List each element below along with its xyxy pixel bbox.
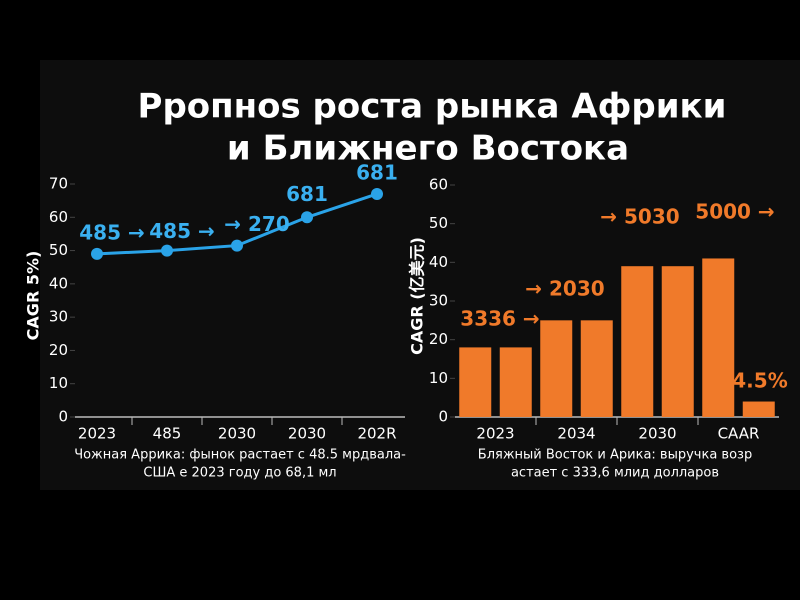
- x-tick-label: 2030: [638, 425, 676, 443]
- y-tick-label: 60: [429, 176, 448, 194]
- annotation: → 270: [224, 212, 289, 236]
- bar: [621, 266, 654, 417]
- x-tick-label: 2030: [288, 425, 326, 443]
- y-tick-label: 50: [429, 214, 448, 232]
- y-tick-label: 70: [49, 175, 68, 193]
- y-tick-label: 10: [49, 374, 68, 392]
- x-tick-label: 2023: [476, 425, 514, 443]
- y-tick-label: 60: [49, 208, 68, 226]
- x-tick-label: 2023: [78, 425, 116, 443]
- caption: Бляжный Восток и Арика: выручка возр: [478, 448, 752, 463]
- point: [371, 187, 383, 200]
- point: [91, 247, 103, 260]
- x-tick-label: CAAR: [718, 425, 760, 443]
- caption: США е 2023 году до 68,1 мл: [143, 466, 336, 481]
- annotation: 485 →: [149, 219, 214, 243]
- bar: [540, 320, 573, 417]
- title-line: и Ближнего Востока: [227, 129, 629, 169]
- annotation: 4.5%: [732, 369, 787, 393]
- point: [161, 244, 173, 257]
- bar: [702, 258, 735, 417]
- point: [301, 211, 313, 224]
- annotation: 681: [286, 182, 328, 206]
- annotation: → 5030: [600, 205, 679, 229]
- x-tick-label: 2034: [557, 425, 595, 443]
- x-tick-label: 2030: [218, 425, 256, 443]
- annotation: 3336 →: [460, 307, 539, 331]
- bar: [499, 347, 532, 417]
- x-tick-label: 202R: [357, 425, 396, 443]
- bar: [580, 320, 613, 417]
- caption: Чожная Аррика: фынок растает с 48.5 мрдв…: [74, 448, 406, 463]
- y-tick-label: 50: [49, 241, 68, 259]
- annotation: 485 →: [79, 220, 144, 244]
- caption: астает с 333,6 млид долларов: [511, 466, 719, 481]
- annotation: 681: [356, 160, 398, 184]
- y-axis-label: CAGR (亿美元): [408, 237, 427, 355]
- annotation: 5000 →: [695, 200, 774, 224]
- bar: [742, 401, 775, 417]
- bar: [661, 266, 694, 417]
- y-tick-label: 0: [438, 408, 448, 426]
- y-tick-label: 20: [49, 341, 68, 359]
- point: [231, 239, 243, 252]
- y-tick-label: 10: [429, 369, 448, 387]
- y-tick-label: 40: [49, 274, 68, 292]
- y-tick-label: 20: [429, 330, 448, 348]
- y-tick-label: 30: [49, 308, 68, 326]
- annotation: → 2030: [525, 277, 604, 301]
- y-tick-label: 30: [429, 292, 448, 310]
- y-axis-label: CAGR 5%): [24, 251, 43, 341]
- y-tick-label: 0: [58, 408, 68, 426]
- x-tick-label: 485: [153, 425, 182, 443]
- title-line: Рропноs роста рынка Африки: [138, 87, 727, 127]
- bar: [459, 347, 492, 417]
- y-tick-label: 40: [429, 253, 448, 271]
